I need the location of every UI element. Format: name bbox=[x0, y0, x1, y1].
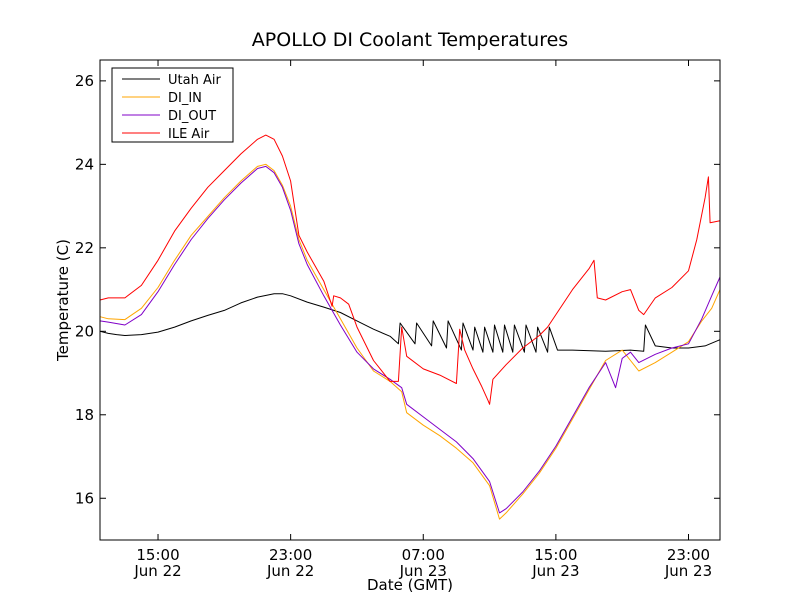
x-tick-time-label: 23:00 bbox=[269, 546, 312, 564]
legend-label-ile-air: ILE Air bbox=[168, 127, 210, 142]
series-line-di-out bbox=[99, 165, 721, 514]
series-line-ile-air bbox=[99, 134, 721, 405]
y-tick-label: 20 bbox=[75, 322, 94, 340]
y-tick-label: 16 bbox=[75, 489, 94, 507]
series-layer bbox=[99, 134, 721, 520]
legend: Utah Air DI_IN DI_OUT ILE Air bbox=[111, 67, 234, 143]
x-tick-date-label: Jun 23 bbox=[531, 562, 579, 580]
x-tick-date-label: Jun 23 bbox=[399, 562, 447, 580]
legend-box bbox=[111, 67, 234, 143]
x-tick-time-label: 15:00 bbox=[534, 546, 577, 564]
legend-label-di-out: DI_OUT bbox=[168, 109, 216, 124]
x-tick-time-label: 15:00 bbox=[136, 546, 179, 564]
y-axis-label: Temperature (C) bbox=[54, 239, 72, 362]
y-tick-label: 24 bbox=[75, 155, 94, 173]
x-tick-date-label: Jun 22 bbox=[133, 562, 181, 580]
y-tick-label: 18 bbox=[75, 406, 94, 424]
x-tick-date-label: Jun 22 bbox=[266, 562, 314, 580]
x-axis-label: Date (GMT) bbox=[367, 576, 453, 594]
x-tick-time-label: 07:00 bbox=[402, 546, 445, 564]
legend-label-di-in: DI_IN bbox=[168, 91, 202, 106]
y-tick-label: 22 bbox=[75, 239, 94, 257]
chart-title: APOLLO DI Coolant Temperatures bbox=[252, 29, 568, 51]
series-line-utah-air bbox=[99, 293, 721, 353]
x-tick-time-label: 23:00 bbox=[667, 546, 710, 564]
x-tick-date-label: Jun 23 bbox=[664, 562, 712, 580]
y-tick-label: 26 bbox=[75, 72, 94, 90]
plot-frame bbox=[99, 59, 721, 541]
legend-label-utah-air: Utah Air bbox=[168, 73, 221, 88]
